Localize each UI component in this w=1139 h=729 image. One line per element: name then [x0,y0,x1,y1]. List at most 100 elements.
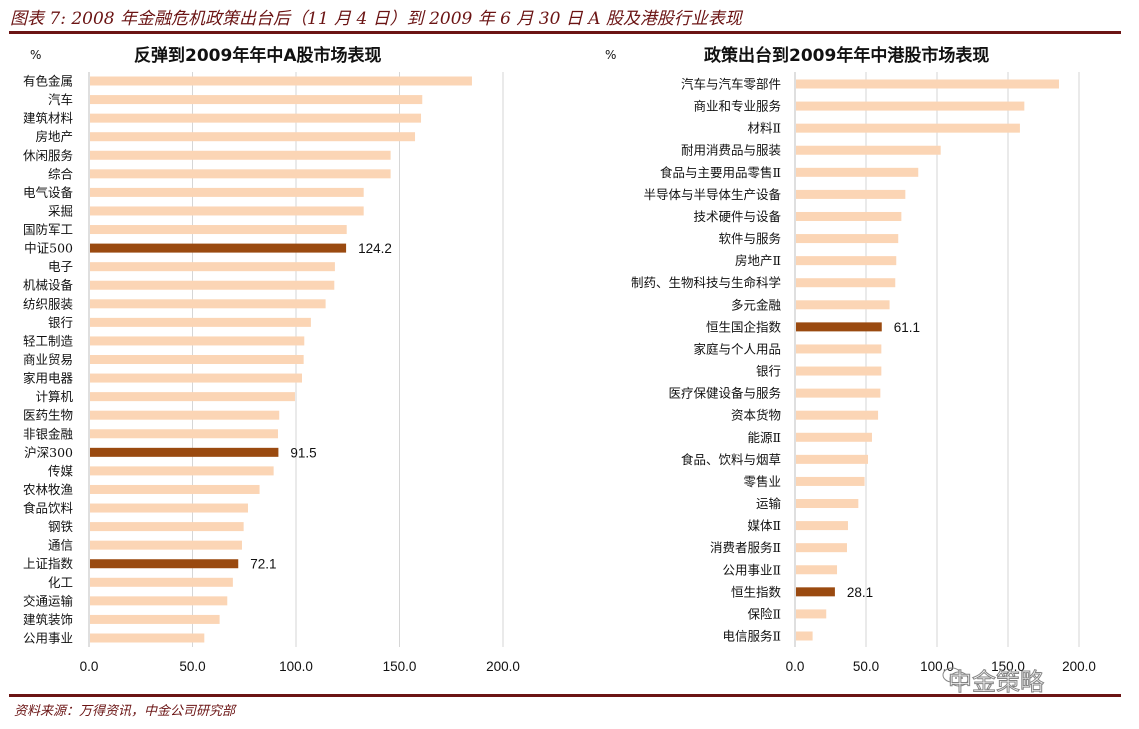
a-share-category-label: 房地产 [35,129,73,144]
hk-bar [796,344,882,354]
hk-bar [796,521,848,531]
watermark-text: 中金策略 [948,668,1045,697]
a-share-bar [90,76,472,86]
a-share-category-label: 通信 [48,538,73,553]
a-share-bar [90,373,303,383]
hk-category-label: 食品、饮料与烟草 [681,452,781,467]
hk-data-label: 28.1 [847,585,873,600]
left-chart-unit: % [30,48,42,62]
a-share-highlight-bar [90,243,347,253]
hk-category-label: 能源Ⅱ [748,430,782,445]
hk-category-label: 多元金融 [731,297,782,312]
a-share-bar [90,150,391,160]
a-share-bar [90,225,347,235]
a-share-category-label: 国防军工 [23,222,73,237]
hk-bar [796,211,902,221]
hk-category-label: 消费者服务Ⅱ [710,540,781,555]
right-chart-title: 政策出台到2009年年中港股市场表现 [704,46,990,66]
a-share-category-label: 非银金融 [23,426,74,441]
hk-category-label: 零售业 [743,474,781,489]
hk-bar [796,256,897,266]
a-share-bar [90,466,274,476]
a-share-category-label: 建筑材料 [23,111,74,126]
hk-bar [796,123,1020,133]
a-share-category-label: 纺织服装 [23,296,73,311]
a-share-x-tick-label: 200.0 [486,659,520,674]
source-note: 资料来源：万得资讯，中金公司研究部 [14,704,236,719]
a-share-category-label: 化工 [48,575,73,590]
a-share-bar [90,262,335,272]
a-share-bar [90,392,295,402]
a-share-bar [90,355,304,364]
wechat-icon [942,667,969,687]
a-share-x-tick-label: 100.0 [279,659,313,674]
a-share-bar [90,187,364,197]
figure-title: 图表 7: 2008 年金融危机政策出台后（11 月 4 日）到 2009 年 … [10,9,742,29]
hk-bar [796,101,1025,111]
a-share-category-label: 钢铁 [48,519,74,534]
a-share-bar [90,410,280,420]
hk-category-label: 家庭与个人用品 [693,341,781,356]
hk-category-label: 软件与服务 [718,231,781,246]
a-share-category-label: 中证500 [24,241,73,256]
title-rule [9,31,1121,34]
hk-bar [796,388,881,398]
a-share-category-label: 农林牧渔 [23,482,73,497]
hk-x-tick-label: 200.0 [1062,659,1096,674]
hk-bar [796,476,865,486]
hk-bar [796,167,919,177]
hk-bar [796,145,941,155]
a-share-category-label: 银行 [48,315,73,330]
hk-bar [796,499,859,509]
a-share-category-label: 交通运输 [23,593,74,608]
a-share-category-label: 计算机 [35,389,73,404]
a-share-highlight-bar [90,559,239,569]
a-share-category-label: 机械设备 [23,278,74,293]
a-share-category-label: 医药生物 [23,408,73,423]
hk-category-label: 电信服务Ⅱ [723,629,782,644]
a-share-category-label: 建筑装饰 [23,612,73,627]
a-share-category-label: 电气设备 [23,185,74,200]
hk-category-label: 商业和专业服务 [693,99,781,114]
hk-category-label: 材料Ⅱ [748,121,782,136]
a-share-bar [90,336,305,346]
a-share-category-label: 沪深300 [24,445,73,460]
hk-bar [796,366,882,376]
a-share-category-label: 休闲服务 [23,148,73,163]
a-share-category-label: 综合 [48,166,74,181]
hk-highlight-bar [796,322,882,332]
hk-category-label: 媒体Ⅱ [748,518,782,533]
a-share-category-label: 公用事业 [23,631,73,646]
a-share-bar [90,503,248,513]
a-share-x-tick-label: 50.0 [179,659,205,674]
left-chart-title: 反弹到2009年年中A股市场表现 [134,46,382,66]
a-share-bar [90,484,260,494]
hk-bar [796,432,872,442]
a-share-highlight-bar [90,447,279,457]
a-share-bar [90,614,220,624]
hk-category-label: 食品与主要用品零售Ⅱ [660,165,781,180]
hk-bar [796,300,890,310]
hk-highlight-bar [796,587,835,597]
hk-bar [796,609,827,619]
hk-x-tick-label: 0.0 [786,659,805,674]
hk-bar [796,543,847,553]
a-share-x-tick-label: 150.0 [383,659,417,674]
hk-x-tick-label: 150.0 [991,659,1025,674]
hk-data-label: 61.1 [894,320,920,335]
a-share-bar [90,206,364,216]
a-share-bar [90,317,311,327]
a-share-category-label: 有色金属 [23,74,73,89]
hk-category-label: 运输 [756,496,782,511]
hk-category-label: 银行 [756,364,781,379]
hk-category-label: 公用事业Ⅱ [723,562,782,577]
a-share-bar [90,429,278,439]
hk-category-label: 耐用消费品与服装 [681,143,781,158]
a-share-bar [90,577,233,587]
hk-bar [796,565,838,575]
a-share-bar [90,169,391,179]
a-share-data-label: 124.2 [358,241,392,256]
hk-category-label: 技术硬件与设备 [693,209,781,224]
hk-x-tick-label: 50.0 [853,659,879,674]
